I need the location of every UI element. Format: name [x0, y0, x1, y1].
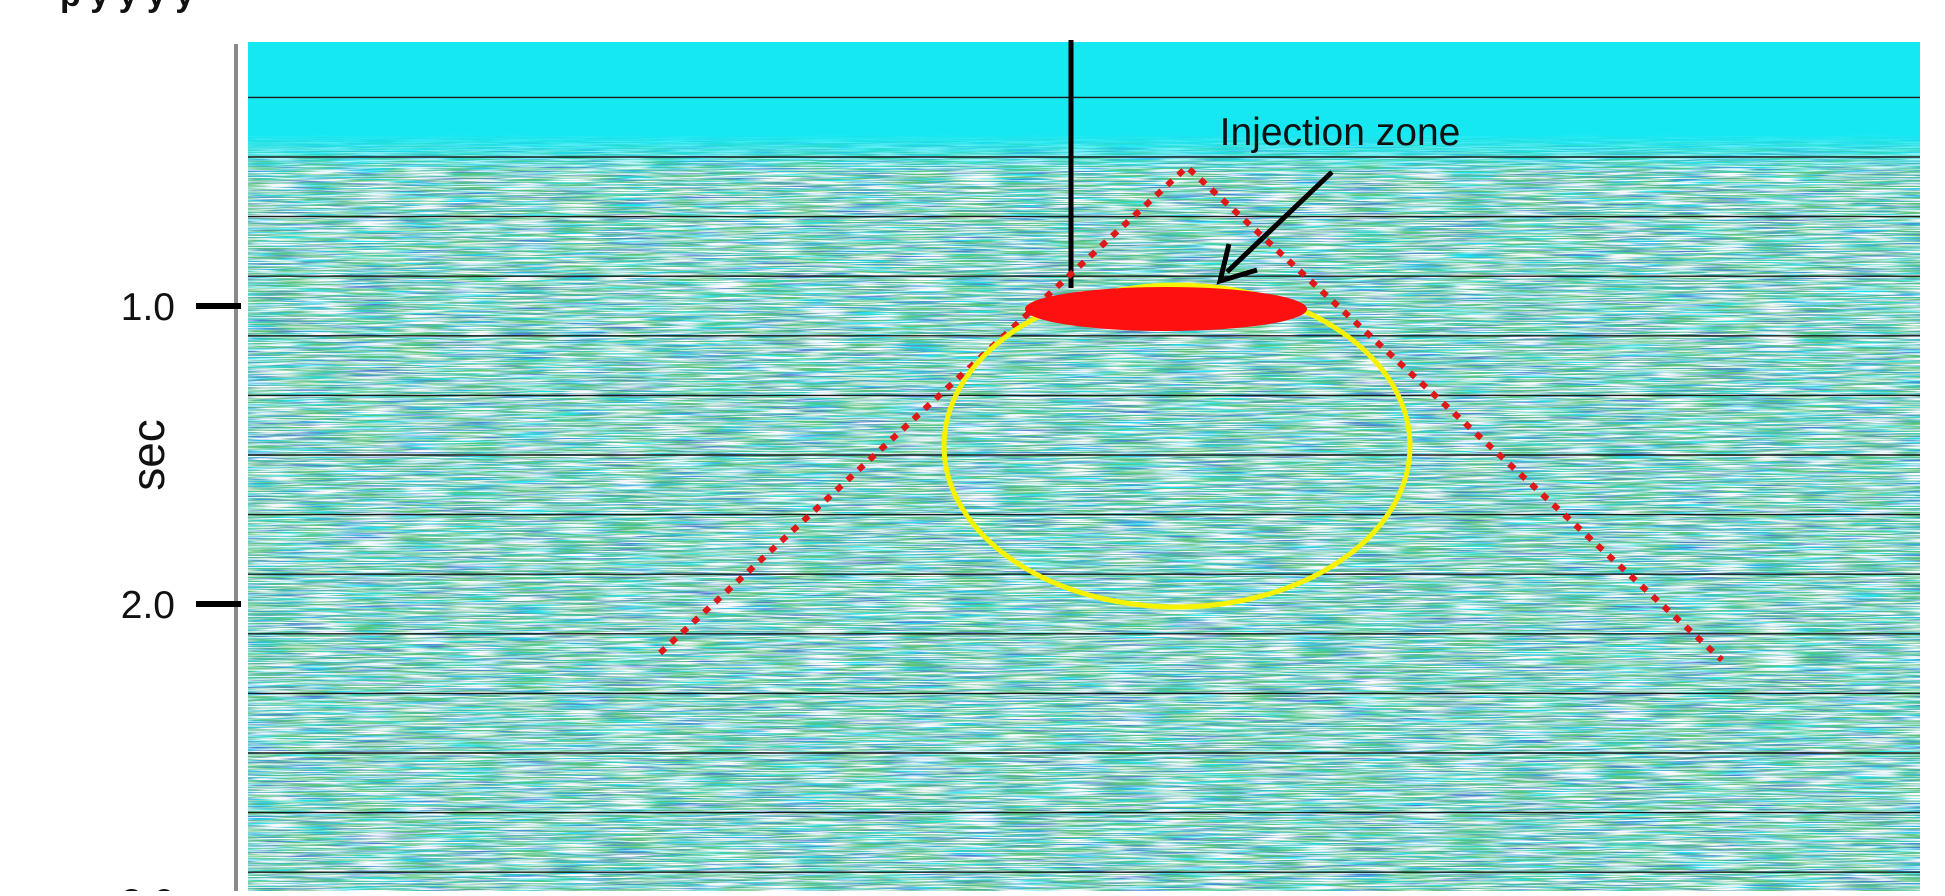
annotation-arrow-shaft	[1225, 170, 1334, 274]
water-layer	[248, 42, 1920, 174]
annotation-arrowhead	[1216, 243, 1258, 285]
monitor-ellipse	[941, 282, 1413, 610]
injection-zone-label: Injection zone	[1220, 111, 1461, 154]
gridlines	[248, 96, 1920, 873]
title-fragment: p y y y y	[60, 0, 194, 14]
axis-ticks: 1.0 2.0 3.0	[121, 286, 241, 896]
axis-tick-label: 1.0	[121, 286, 175, 329]
white-speckle-texture	[248, 130, 1920, 891]
injection-zone	[1025, 287, 1307, 331]
axis-tick-label: 2.0	[121, 584, 175, 627]
ray-path	[657, 162, 1725, 663]
axis-label: sec	[122, 419, 174, 491]
seismic-panel	[248, 42, 1920, 891]
axis-tick-label: 3.0	[121, 882, 175, 891]
